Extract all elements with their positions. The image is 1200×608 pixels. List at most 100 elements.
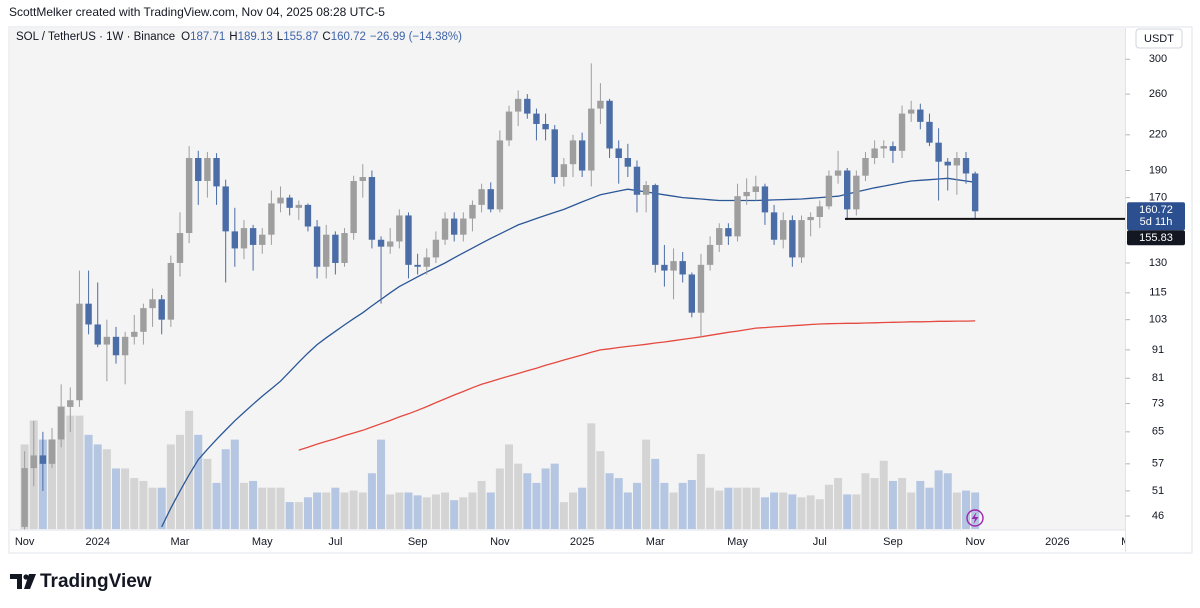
candle-body (341, 233, 348, 263)
volume-bar (514, 463, 523, 529)
volume-bar (75, 415, 84, 529)
candle-body (652, 185, 659, 265)
candle-body (112, 336, 120, 356)
candle-body (176, 233, 184, 263)
volume-bar (441, 492, 450, 529)
x-axis: Nov 2024 Mar May Jul Sep Nov 2025 Mar May Jul Sep No… (15, 536, 1141, 548)
watermark: ScottMelker created with TradingView.com… (9, 5, 385, 19)
y-axis: 300 260 220 190 170 130 115 103 91 81 73 65 57 51 46 (1125, 53, 1167, 522)
y-tick-label: 300 (1149, 53, 1167, 65)
volume-bar (669, 492, 678, 529)
volume-bar (806, 495, 815, 529)
ohlc-label: H (229, 31, 238, 43)
volume-bar (468, 492, 477, 529)
volume-bar (532, 482, 541, 529)
volume-bar (331, 487, 340, 529)
candle-body (688, 274, 696, 313)
candle-body (597, 100, 604, 109)
volume-bar (194, 434, 203, 529)
volume-bar (230, 439, 239, 529)
candle-body (377, 239, 385, 247)
candle-body (323, 234, 330, 267)
volume-bar (340, 492, 349, 529)
x-tick-label: Mar (646, 536, 665, 548)
candle-body (57, 406, 65, 440)
candle-body (149, 299, 156, 309)
change: −26.99 (−14.38%) (369, 31, 462, 43)
candle-body (816, 206, 823, 217)
candle-body (268, 203, 275, 235)
candle-body (396, 215, 403, 242)
candle-body (560, 164, 568, 178)
high-value: 189.13 (237, 31, 273, 43)
y-tick-label: 103 (1149, 314, 1167, 326)
volume-bar (788, 494, 797, 529)
candle-body (259, 234, 266, 245)
volume-bar (888, 480, 897, 529)
volume-bar (267, 487, 276, 529)
ohlc-label: C (322, 31, 331, 43)
candle-body (569, 140, 577, 165)
volume-bar (715, 490, 724, 529)
volume-bar (587, 423, 596, 529)
y-tick-label: 91 (1152, 344, 1164, 356)
candle-body (962, 158, 970, 174)
volume-bar (861, 473, 870, 529)
candle-body (761, 186, 769, 213)
candle-body (368, 177, 376, 240)
volume-bar (870, 478, 879, 529)
candle-body (789, 220, 796, 258)
y-tick-label: 190 (1149, 164, 1167, 176)
volume-bar (824, 484, 833, 529)
moving-average (161, 177, 976, 528)
x-tick-label: Mar (171, 536, 190, 548)
candle-body (332, 234, 339, 263)
ohlc-label: O (181, 31, 191, 43)
x-tick-label: Nov (15, 536, 35, 548)
candle-body (971, 173, 979, 212)
candle-body (240, 228, 248, 249)
candle-body (633, 166, 641, 195)
volume-bar (386, 494, 395, 529)
candle-body (588, 108, 595, 171)
countdown: 5d 11h (1140, 216, 1173, 228)
x-tick-label: 2024 (85, 536, 109, 548)
volume-bar (724, 487, 733, 529)
candle-body (21, 468, 28, 527)
candle-body (140, 308, 147, 332)
candle-body (313, 226, 321, 267)
volume-bar (139, 480, 148, 529)
candle-body (158, 299, 165, 320)
volume-bar (541, 468, 550, 529)
candle-layer (21, 63, 979, 530)
volume-bar (239, 482, 248, 529)
candle-body (277, 197, 284, 204)
candle-body (496, 140, 504, 210)
volume-bar (422, 497, 431, 529)
volume-bar (404, 492, 413, 529)
symbol-title: SOL / TetherUS · 1W · Binance (16, 31, 176, 43)
y-tick-label: 170 (1149, 192, 1167, 204)
volume-bar (112, 468, 120, 529)
x-tick-label: Sep (408, 536, 428, 548)
ma-layer (161, 177, 976, 528)
y-tick-label: 81 (1152, 372, 1164, 384)
volume-bar (760, 497, 769, 529)
volume-bar (660, 482, 669, 529)
volume-bar (212, 482, 221, 529)
volume-bar (486, 492, 495, 529)
candle-body (834, 170, 842, 176)
volume-bar (678, 482, 687, 529)
volume-bar (377, 439, 386, 529)
candle-body (350, 180, 357, 234)
candle-body (752, 186, 759, 192)
x-tick-label: Sep (883, 536, 903, 548)
volume-bar (605, 473, 614, 529)
candle-body (204, 158, 211, 181)
candle-body (405, 215, 412, 265)
volume-bar (925, 487, 934, 529)
candle-body (907, 109, 915, 114)
volume-bar (733, 487, 742, 529)
